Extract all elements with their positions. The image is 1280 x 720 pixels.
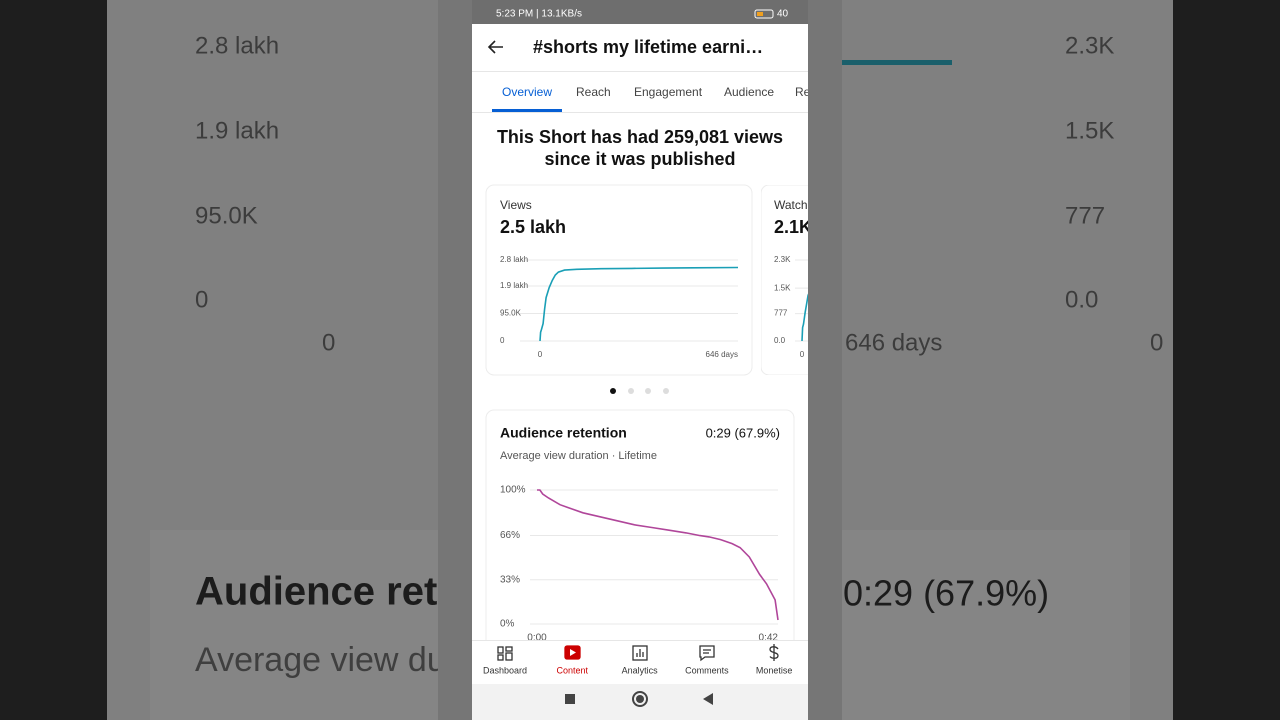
y-tick-label: 0% [500, 619, 515, 630]
x-tick-label: 0 [538, 350, 543, 359]
y-tick-label: 66% [500, 530, 520, 541]
y-tick-label: 33% [500, 574, 520, 585]
home-button-dot [636, 695, 644, 703]
bg-tick: 2.3K [1065, 32, 1114, 59]
page-dot[interactable] [663, 388, 669, 394]
back-nav-button[interactable] [703, 693, 713, 705]
y-tick-label: 1.5K [774, 283, 791, 292]
y-tick-label: 0.0 [774, 336, 786, 345]
page-title: #shorts my lifetime earni… [533, 37, 763, 57]
left-background: 2.8 lakh 1.9 lakh 95.0K 0 0 Audience ret… [195, 32, 680, 679]
recents-button[interactable] [565, 694, 575, 704]
nav-icon [497, 654, 504, 661]
retention-subtitle: Average view duration · Lifetime [500, 450, 657, 462]
card-value: 2.1K [774, 217, 812, 237]
x-tick-label: 0:42 [759, 633, 779, 644]
views-chart: 0 95.0K 1.9 lakh 2.8 lakh 0 646 days [500, 255, 739, 359]
bg-tick: 0 [195, 286, 208, 313]
data-line [537, 489, 779, 621]
tab[interactable]: Reach [576, 85, 611, 99]
watch-chart: 0.0 777 1.5K 2.3K 0 [774, 255, 808, 359]
retention-title: Audience retention [500, 425, 627, 441]
nav-label[interactable]: Dashboard [483, 665, 527, 675]
status-text: 5:23 PM | 13.1KB/s [496, 9, 582, 20]
watch-card[interactable] [761, 185, 1027, 375]
y-tick-label: 0 [500, 336, 505, 345]
tab[interactable]: Overview [502, 85, 552, 99]
nav-label[interactable]: Content [557, 665, 589, 675]
card-label: Watch [774, 198, 808, 212]
tab[interactable]: Audience [724, 85, 774, 99]
battery-level [757, 12, 763, 16]
bg-tick: 2.8 lakh [195, 32, 279, 59]
nav-icon [497, 646, 504, 654]
tab[interactable]: Re [795, 85, 811, 99]
back-button[interactable] [487, 40, 503, 54]
watch-card-group: Watch 2.1K 0.0 777 1.5K 2.3K 0 [761, 185, 1027, 375]
status-bar [472, 0, 808, 24]
bg-tick: 646 days [845, 329, 942, 356]
nav-icon [505, 646, 513, 652]
bottom-nav [472, 640, 808, 684]
bg-tick: 777 [1065, 202, 1105, 229]
nav-icon [632, 645, 648, 661]
page-dot[interactable] [645, 388, 651, 394]
battery-text: 40 [777, 9, 789, 20]
card-label: Views [500, 198, 532, 212]
battery-icon [754, 9, 774, 19]
nav-icon [570, 649, 576, 656]
y-tick-label: 2.8 lakh [500, 255, 528, 264]
card-value: 2.5 lakh [500, 217, 566, 237]
nav-icon [769, 644, 779, 661]
nav-icon [505, 652, 513, 661]
retention-value: 0:29 (67.9%) [706, 425, 780, 440]
bg-subtitle: Average view duration · Lifetime [195, 641, 680, 679]
retention-chart: 0% 33% 66% 100% 0:00 0:42 [500, 485, 779, 644]
nav-label[interactable]: Analytics [622, 665, 659, 675]
nav-label[interactable]: Comments [685, 665, 729, 675]
bg-tick: 0 [322, 329, 335, 356]
home-button[interactable] [632, 691, 648, 707]
nav-labels: Dashboard Content Analytics Comments Monetis… [483, 665, 792, 675]
page-dot[interactable] [610, 388, 616, 394]
background-tab-underline [842, 60, 952, 65]
summary-line: since it was published [544, 149, 735, 169]
views-card[interactable] [485, 184, 753, 376]
x-tick-label: 646 days [706, 350, 738, 359]
bg-tick: 1.9 lakh [195, 117, 279, 144]
y-tick-label: 95.0K [500, 309, 522, 318]
background-edge [808, 0, 842, 720]
data-line [801, 293, 808, 342]
content: #shorts my lifetime earni… Overview Reach… [472, 37, 1027, 644]
right-background: 646 days 2.3K 1.5K 777 0.0 0 0:29 (67.9%… [843, 32, 1163, 613]
x-tick-label: 0 [800, 350, 805, 359]
bg-tick: 0 [1150, 329, 1163, 356]
tab-indicator [492, 109, 562, 112]
data-line [539, 266, 739, 342]
nav-icons [497, 644, 779, 662]
y-tick-label: 2.3K [774, 255, 791, 264]
bg-value: 0:29 (67.9%) [843, 573, 1049, 614]
y-tick-label: 1.9 lakh [500, 281, 528, 290]
tab[interactable]: Engagement [634, 85, 703, 99]
bg-title: Audience retention [195, 570, 557, 614]
bg-tick: 95.0K [195, 202, 258, 229]
nav-label[interactable]: Monetise [756, 665, 793, 675]
nav-icon [636, 649, 644, 657]
bg-tick: 0.0 [1065, 286, 1098, 313]
background-edge [438, 0, 472, 720]
nav-icon [699, 645, 715, 662]
summary-line: This Short has had 259,081 views [497, 127, 783, 147]
background-text: 2.8 lakh 1.9 lakh 95.0K 0 0 Audience ret… [195, 32, 1163, 679]
y-tick-label: 100% [500, 485, 526, 496]
tabs: Overview Reach Engagement Audience Re [502, 85, 811, 99]
page-dot[interactable] [628, 388, 634, 394]
bg-tick: 1.5K [1065, 117, 1114, 144]
y-tick-label: 777 [774, 309, 788, 318]
x-tick-label: 0:00 [527, 633, 547, 644]
